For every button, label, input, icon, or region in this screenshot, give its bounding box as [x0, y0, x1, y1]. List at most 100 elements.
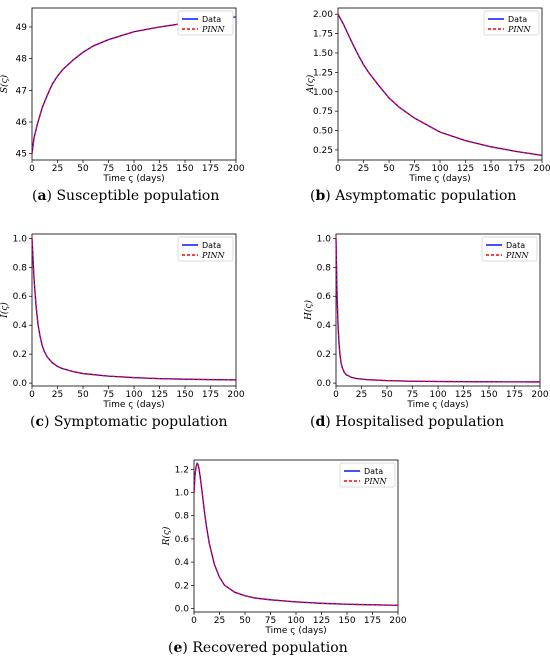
y-tick-label: 1.0	[317, 234, 332, 244]
x-axis-label: Time ς (days)	[102, 400, 164, 410]
x-tick-label: 150	[176, 164, 193, 174]
x-tick-label: 100	[125, 390, 142, 400]
series-line-data	[31, 16, 237, 154]
x-tick-label: 150	[482, 164, 499, 174]
x-tick-label: 25	[356, 390, 367, 400]
y-tick-label: 0.4	[317, 321, 332, 331]
x-tick-label: 100	[287, 616, 304, 626]
y-axis-label: S(ς)	[0, 74, 10, 93]
x-axis-label: Time ς (days)	[408, 174, 470, 184]
legend-label-pinn: PINN	[201, 251, 226, 260]
y-tick-label: 0.50	[313, 127, 333, 137]
x-tick-label: 50	[239, 616, 251, 626]
x-tick-label: 175	[506, 390, 523, 400]
y-tick-label: 1.00	[313, 88, 333, 98]
legend-box	[177, 10, 234, 36]
y-axis-label: I(ς)	[0, 302, 10, 319]
x-tick-label: 75	[103, 164, 114, 174]
legend-label-pinn: PINN	[363, 477, 388, 486]
x-tick-label: 25	[358, 164, 369, 174]
caption-a-label: a	[37, 188, 47, 204]
x-tick-label: 175	[202, 390, 219, 400]
x-tick-label: 200	[227, 164, 244, 174]
caption-d-label: d	[315, 414, 326, 430]
y-tick-label: 46	[16, 118, 28, 128]
x-tick-label: 75	[103, 390, 114, 400]
y-axis-label: R(ς)	[161, 526, 172, 546]
y-tick-label: 45	[16, 150, 27, 160]
x-tick-label: 150	[338, 616, 355, 626]
x-axis-label: Time ς (days)	[406, 400, 468, 410]
y-tick-label: 1.0	[13, 234, 28, 244]
chart-panel-a: 0 25 50 75 100 125 150 175 200 45 46 47 48 49 Time ς (…	[0, 2, 245, 212]
x-tick-label: 175	[364, 616, 381, 626]
y-tick-label: 1.75	[313, 30, 333, 40]
series-line-pinn	[337, 13, 543, 156]
x-tick-label: 175	[508, 164, 525, 174]
x-tick-label: 50	[383, 164, 395, 174]
caption-e-text: Recovered population	[192, 640, 348, 656]
y-tick-label: 0.2	[175, 581, 189, 591]
x-tick-label: 125	[313, 616, 330, 626]
x-axis-label: Time ς (days)	[264, 626, 326, 636]
x-tick-label: 125	[151, 164, 168, 174]
chart-panel-b: 0 25 50 75 100 125 150 175 200 0.25 0.50 0.75 1.00 1.…	[305, 2, 550, 212]
y-tick-label: 49	[16, 23, 28, 33]
legend-label-pinn: PINN	[507, 25, 532, 34]
series-line-pinn	[193, 462, 399, 606]
x-tick-label: 75	[407, 390, 418, 400]
y-tick-label: 2.00	[313, 10, 333, 20]
x-tick-label: 0	[29, 164, 35, 174]
legend-label-data: Data	[364, 467, 383, 476]
caption-d: (d) Hospitalised population	[310, 414, 505, 430]
y-tick-label: 0.25	[313, 146, 333, 156]
caption-e-label: e	[173, 640, 183, 656]
x-tick-label: 100	[431, 164, 448, 174]
y-tick-label: 0.0	[13, 379, 28, 389]
legend-box	[483, 10, 540, 36]
x-tick-label: 200	[227, 390, 244, 400]
y-tick-label: 0.4	[13, 321, 28, 331]
chart-c-svg: 0 25 50 75 100 125 150 175 200 0.0 0.2 0.4 0.6 0.8 1.0…	[0, 233, 245, 410]
y-tick-label: 0.6	[13, 292, 28, 302]
x-tick-label: 150	[176, 390, 193, 400]
y-tick-label: 1.2	[175, 465, 189, 475]
caption-e: (e) Recovered population	[168, 640, 348, 656]
x-tick-label: 50	[77, 164, 89, 174]
x-tick-label: 0	[191, 616, 197, 626]
x-tick-label: 50	[381, 390, 393, 400]
chart-panel-d: 0 25 50 75 100 125 150 175 200 0.0 0.2 0.4 0.6 0.8 1.0…	[303, 228, 549, 438]
chart-e-svg: 0 25 50 75 100 125 150 175 200 0.0 0.2 0.4 0.6 0.8 1.0…	[161, 459, 407, 636]
y-tick-label: 47	[16, 86, 27, 96]
y-tick-label: 48	[16, 55, 28, 65]
x-tick-label: 100	[125, 164, 142, 174]
x-tick-label: 150	[480, 390, 497, 400]
y-tick-label: 0.0	[175, 605, 190, 615]
y-axis-label: H(ς)	[303, 300, 314, 321]
x-tick-label: 25	[52, 390, 63, 400]
y-tick-label: 0.2	[13, 350, 27, 360]
x-tick-label: 175	[202, 164, 219, 174]
legend-label-pinn: PINN	[201, 25, 226, 34]
caption-a: (a) Susceptible population	[32, 188, 220, 204]
x-tick-label: 200	[533, 164, 550, 174]
x-axis-label: Time ς (days)	[102, 174, 164, 184]
x-tick-label: 100	[429, 390, 446, 400]
series-line-pinn	[335, 238, 541, 383]
series-line-pinn	[31, 238, 237, 381]
y-tick-label: 0.4	[175, 558, 190, 568]
y-tick-label: 0.6	[317, 292, 332, 302]
series-line-pinn	[31, 16, 237, 154]
legend-label-pinn: PINN	[505, 251, 530, 260]
legend-label-data: Data	[506, 241, 525, 250]
x-tick-label: 125	[455, 390, 472, 400]
caption-b: (b) Asymptomatic population	[310, 188, 517, 204]
y-tick-label: 1.25	[313, 68, 333, 78]
legend-label-data: Data	[202, 15, 221, 24]
caption-a-text: Susceptible population	[56, 188, 220, 204]
x-tick-label: 75	[409, 164, 420, 174]
y-tick-label: 0.8	[317, 263, 332, 273]
y-tick-label: 1.0	[175, 488, 190, 498]
series-line-data	[337, 13, 543, 156]
caption-b-label: b	[315, 188, 326, 204]
